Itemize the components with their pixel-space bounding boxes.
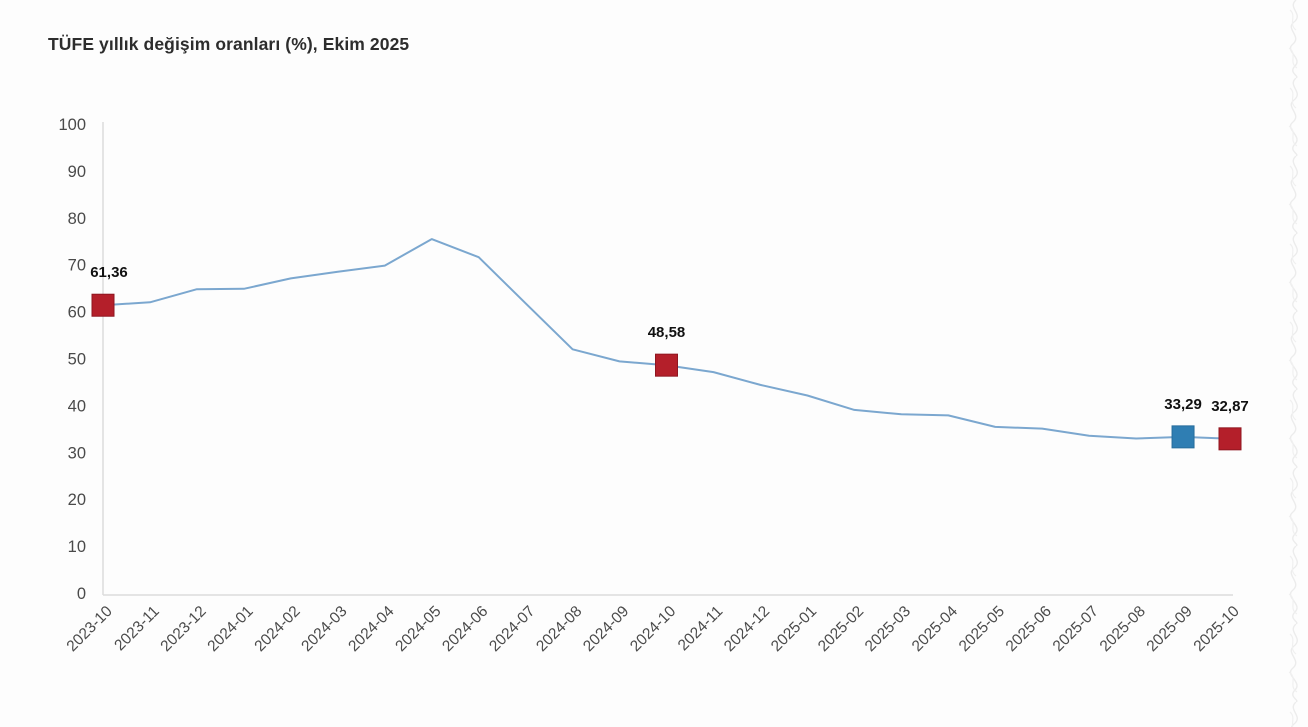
x-axis-tick-label: 2025-03 bbox=[862, 603, 914, 655]
y-axis-tick-label: 90 bbox=[68, 163, 86, 181]
x-axis-tick-label: 2025-05 bbox=[956, 603, 1008, 655]
x-axis-tick-label: 2024-01 bbox=[204, 603, 256, 655]
decorative-edge-pattern bbox=[1282, 0, 1308, 727]
y-axis-tick-label: 100 bbox=[58, 116, 86, 134]
x-axis-tick-label: 2025-09 bbox=[1144, 603, 1196, 655]
highlight-marker-2025-09 bbox=[1171, 425, 1195, 449]
y-axis-tick-label: 40 bbox=[68, 397, 86, 415]
x-axis-tick-label: 2024-05 bbox=[392, 603, 444, 655]
y-axis-tick-label: 50 bbox=[68, 351, 86, 369]
y-axis-tick-label: 0 bbox=[77, 585, 86, 603]
x-axis-tick-label: 2025-02 bbox=[815, 603, 867, 655]
x-axis-tick-label: 2025-01 bbox=[768, 603, 820, 655]
marker-value-label-2025-10: 32,87 bbox=[1211, 398, 1249, 415]
x-axis-tick-label: 2024-08 bbox=[533, 603, 585, 655]
x-axis-tick-label: 2024-10 bbox=[627, 603, 680, 656]
x-axis-tick-label: 2024-03 bbox=[298, 603, 350, 655]
x-axis-tick-label: 2023-10 bbox=[64, 603, 117, 656]
x-axis-tick-label: 2023-11 bbox=[111, 603, 162, 654]
x-axis-tick-label: 2025-10 bbox=[1191, 603, 1244, 656]
x-axis-tick-label: 2024-12 bbox=[721, 603, 773, 655]
x-axis-tick-label: 2024-02 bbox=[251, 603, 303, 655]
highlight-marker-2025-10 bbox=[1218, 427, 1242, 451]
y-axis-tick-label: 10 bbox=[68, 538, 86, 556]
marker-value-label-2023-10: 61,36 bbox=[90, 264, 128, 281]
x-axis-tick-label: 2024-11 bbox=[675, 603, 726, 654]
x-axis-tick-label: 2025-04 bbox=[909, 603, 962, 656]
x-axis-tick-label: 2025-07 bbox=[1050, 603, 1102, 655]
x-axis-tick-label: 2025-06 bbox=[1003, 603, 1055, 655]
marker-value-label-2024-10: 48,58 bbox=[648, 324, 686, 341]
x-axis-tick-label: 2024-06 bbox=[439, 603, 491, 655]
x-axis-tick-label: 2024-09 bbox=[580, 603, 632, 655]
highlight-marker-2023-10 bbox=[91, 293, 115, 317]
highlight-marker-2024-10 bbox=[655, 353, 678, 377]
y-axis-tick-label: 70 bbox=[68, 257, 86, 275]
y-axis-tick-label: 80 bbox=[68, 210, 86, 228]
x-axis-tick-label: 2023-12 bbox=[157, 603, 209, 655]
y-axis-tick-label: 60 bbox=[68, 304, 86, 322]
y-axis-tick-label: 20 bbox=[68, 491, 86, 509]
marker-value-label-2025-09: 33,29 bbox=[1164, 396, 1202, 413]
x-axis-tick-label: 2025-08 bbox=[1097, 603, 1149, 655]
y-axis-tick-label: 30 bbox=[68, 444, 86, 462]
chart-title: TÜFE yıllık değişim oranları (%), Ekim 2… bbox=[48, 34, 410, 54]
x-axis-tick-label: 2024-07 bbox=[486, 603, 538, 655]
x-axis-tick-label: 2024-04 bbox=[345, 603, 398, 656]
